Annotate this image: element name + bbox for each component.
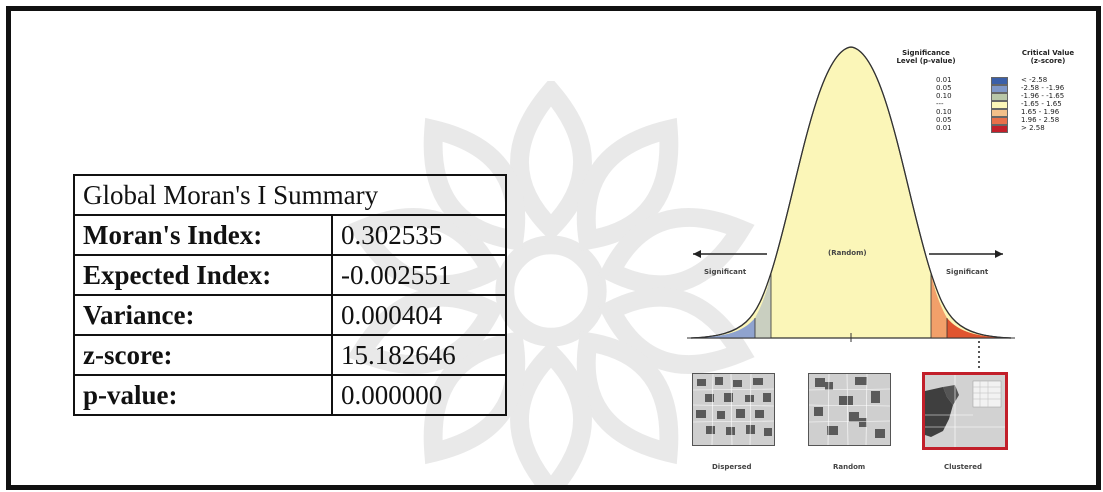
row-value: -0.002551 [331, 254, 507, 296]
clustered-pattern-thumbnail [922, 372, 1008, 450]
legend-pvalue: 0.01 [936, 124, 952, 132]
table-title-row: Global Moran's I Summary [73, 174, 507, 216]
legend-swatch [991, 117, 1008, 125]
legend-pvalue: 0.10 [936, 108, 952, 116]
legend-zscore: -2.58 - -1.96 [1021, 84, 1065, 92]
legend-swatch [991, 101, 1008, 109]
table-row: Expected Index: -0.002551 [73, 254, 507, 296]
legend-zscore: 1.96 - 2.58 [1021, 116, 1060, 124]
legend-pvalue: 0.01 [936, 76, 952, 84]
legend-swatch [991, 77, 1008, 85]
left-tail-outer [691, 318, 755, 338]
dispersed-pattern-thumbnail [692, 373, 775, 446]
table-row: Moran's Index: 0.302535 [73, 214, 507, 256]
table-title: Global Moran's I Summary [73, 174, 507, 216]
legend-swatch [991, 125, 1008, 133]
clustered-label: Clustered [944, 463, 982, 471]
row-label: Expected Index: [73, 254, 333, 296]
right-significant-label: Significant [946, 268, 989, 276]
legend-swatch [991, 93, 1008, 101]
table-row: p-value: 0.000000 [73, 374, 507, 416]
normal-distribution-diagram [687, 46, 1015, 371]
legend-swatch [991, 109, 1008, 117]
legend-zscore: 1.65 - 1.96 [1021, 108, 1060, 116]
row-label: z-score: [73, 334, 333, 376]
row-label: Variance: [73, 294, 333, 336]
row-value: 0.302535 [331, 214, 507, 256]
legend-zscore: < -2.58 [1021, 76, 1048, 84]
row-value: 0.000000 [331, 374, 507, 416]
random-pattern-label: Random [833, 463, 866, 471]
table-row: Variance: 0.000404 [73, 294, 507, 336]
right-tail-inner [931, 273, 947, 338]
legend-pvalue-header: Significance Level (p-value) [896, 49, 956, 65]
row-label: Moran's Index: [73, 214, 333, 256]
figure-frame: Global Moran's I Summary Moran's Index: … [6, 6, 1101, 490]
legend-zscore: -1.96 - -1.65 [1021, 92, 1065, 100]
legend-pvalue: 0.05 [936, 84, 952, 92]
legend-pvalue: --- [936, 100, 944, 108]
left-tail-inner [755, 273, 771, 338]
legend-swatch [991, 85, 1008, 93]
legend-pvalue: 0.05 [936, 116, 952, 124]
row-value: 15.182646 [331, 334, 507, 376]
left-significant-label: Significant [704, 268, 747, 276]
morans-i-summary-table: Global Moran's I Summary Moran's Index: … [73, 174, 507, 416]
random-pattern-thumbnail [808, 373, 891, 446]
legend-zscore-header: Critical Value (z-score) [1021, 49, 1075, 65]
legend-pvalue: 0.10 [936, 92, 952, 100]
dispersed-label: Dispersed [712, 463, 752, 471]
legend-zscore: -1.65 - 1.65 [1021, 100, 1062, 108]
right-tail-outer [947, 318, 1011, 338]
legend-zscore: > 2.58 [1021, 124, 1045, 132]
random-label: (Random) [828, 249, 867, 257]
row-label: p-value: [73, 374, 333, 416]
table-row: z-score: 15.182646 [73, 334, 507, 376]
row-value: 0.000404 [331, 294, 507, 336]
curve-body [690, 46, 1012, 339]
